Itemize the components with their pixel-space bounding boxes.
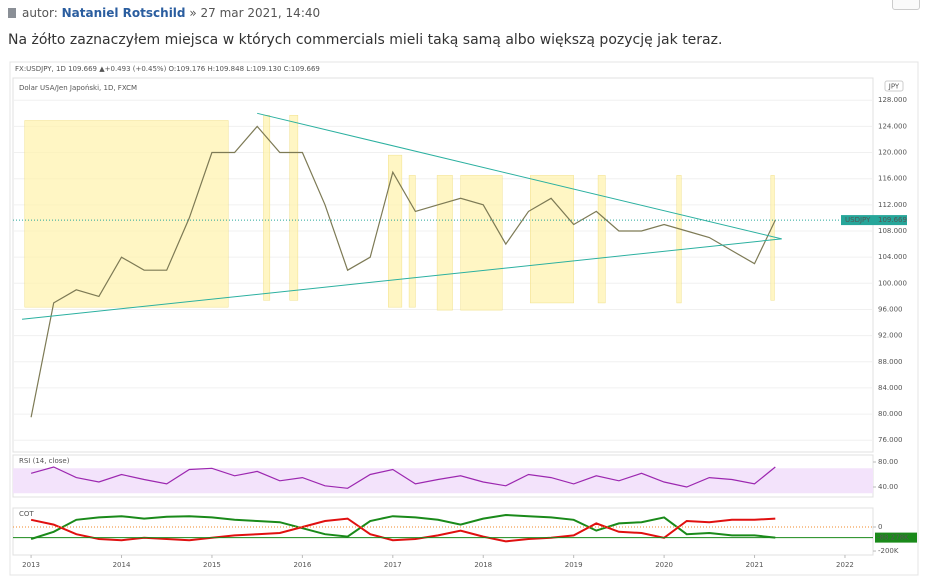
highlight-zone xyxy=(289,115,299,301)
x-tick-label: 2018 xyxy=(474,561,492,569)
panel-title: RSI (14, close) xyxy=(19,457,70,465)
last-value-box xyxy=(841,215,907,226)
cot-line xyxy=(30,513,776,540)
x-tick-label: 2021 xyxy=(746,561,764,569)
y-tick-label: 116.000 xyxy=(878,175,907,183)
y-tick-label: 112.000 xyxy=(878,201,907,209)
y-tick-label: 92.000 xyxy=(878,332,903,340)
y-tick-label: 84.000 xyxy=(878,384,903,392)
symbol-label: USDJPY xyxy=(845,216,871,224)
post-body: Na żółto zaznaczyłem miejsca w których c… xyxy=(8,32,723,48)
highlight-zone xyxy=(408,175,416,308)
y-tick-label: 108.000 xyxy=(878,227,907,235)
y-tick-label: 124.000 xyxy=(878,122,907,130)
highlight-zone xyxy=(530,175,574,304)
price-line xyxy=(30,125,776,418)
post-date: » 27 mar 2021, 14:40 xyxy=(189,6,321,20)
highlight-zone xyxy=(263,115,271,301)
highlight-zone xyxy=(388,154,403,308)
highlight-zone xyxy=(460,175,503,311)
highlight-zone xyxy=(597,175,606,304)
y-tick-label: 104.000 xyxy=(878,253,907,261)
price-line xyxy=(30,466,776,489)
panel xyxy=(12,507,874,556)
author-label: autor: xyxy=(22,6,58,20)
x-tick-label: 2015 xyxy=(203,561,221,569)
x-tick-label: 2022 xyxy=(836,561,854,569)
panel-title: Dolar USA/Jen Japoński, 1D, FXCM xyxy=(19,84,137,92)
x-tick-label: 2019 xyxy=(565,561,583,569)
last-value-box xyxy=(875,532,917,543)
y-tick-label: 80.00 xyxy=(878,458,898,466)
y-tick-label: 76.000 xyxy=(878,436,903,444)
y-tick-label: 40.00 xyxy=(878,483,898,491)
highlight-zone xyxy=(24,120,229,308)
cot-line xyxy=(30,517,776,543)
panel-title: COT xyxy=(19,510,34,518)
x-tick-label: 2013 xyxy=(22,561,40,569)
x-tick-label: 2017 xyxy=(384,561,402,569)
y-tick-label: 100.000 xyxy=(878,279,907,287)
last-value-label: -88.278K xyxy=(877,534,909,542)
rsi-band xyxy=(13,468,873,494)
last-value-label: 109.669 xyxy=(878,216,907,224)
y-tick-label: -200K xyxy=(878,547,899,555)
y-tick-label: 96.000 xyxy=(878,305,903,313)
trendline xyxy=(21,238,782,320)
x-tick-label: 2014 xyxy=(113,561,131,569)
highlight-zone xyxy=(770,175,775,301)
y-tick-label: 80.000 xyxy=(878,410,903,418)
author[interactable]: Nataniel Rotschild xyxy=(61,6,186,20)
trendline xyxy=(257,112,782,240)
y-tick-label: 88.000 xyxy=(878,358,903,366)
currency-box xyxy=(884,80,904,92)
x-tick-label: 2020 xyxy=(655,561,673,569)
post-header: autor: Nataniel Rotschild » 27 mar 2021,… xyxy=(22,6,320,20)
currency: JPY xyxy=(888,83,900,91)
chart-header: FX:USDJPY, 1D 109.669 ▲+0.493 (+0.45%) O… xyxy=(15,65,320,73)
quote-button[interactable] xyxy=(892,0,920,10)
x-tick-label: 2016 xyxy=(293,561,311,569)
post-icon xyxy=(8,8,16,18)
panel xyxy=(12,77,874,453)
highlight-zone xyxy=(436,175,453,311)
y-tick-label: 0 xyxy=(878,523,882,531)
y-tick-label: 120.000 xyxy=(878,149,907,157)
y-tick-label: 128.000 xyxy=(878,96,907,104)
highlight-zone xyxy=(676,175,682,304)
